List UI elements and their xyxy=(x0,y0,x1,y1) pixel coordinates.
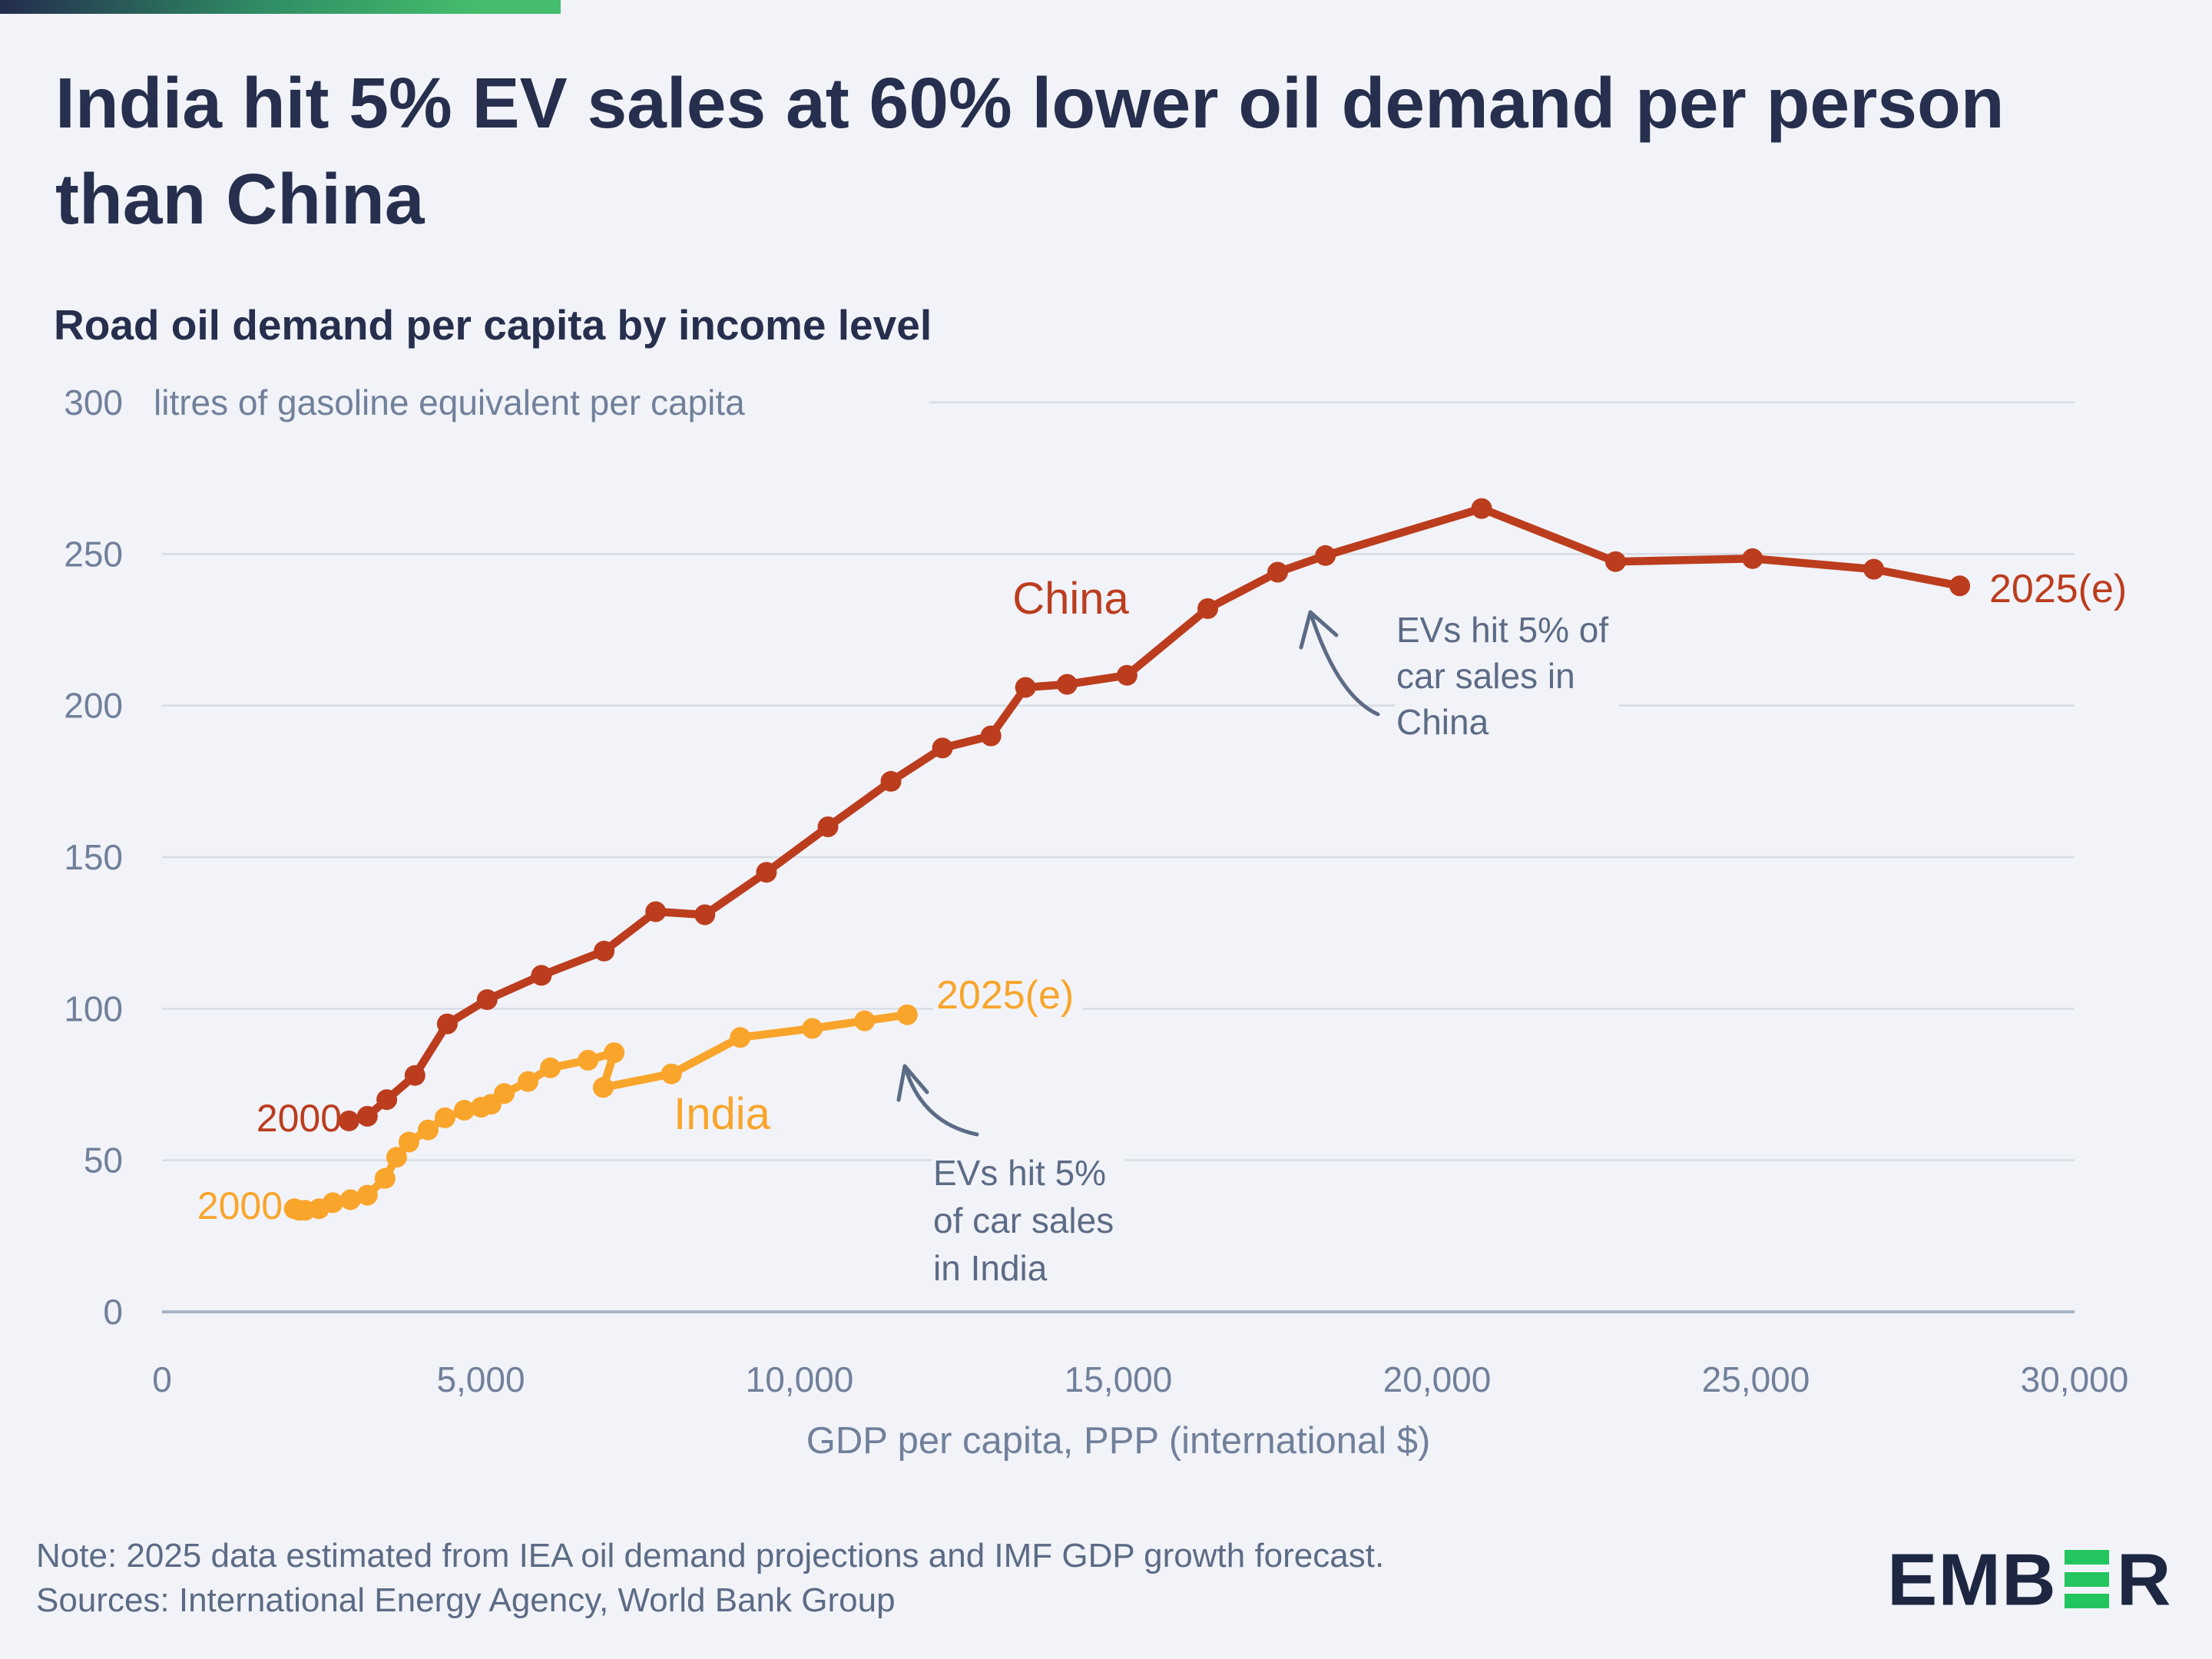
point-china xyxy=(1949,575,1971,597)
x-tick-label-20000: 20,000 xyxy=(1383,1359,1492,1399)
point-china xyxy=(932,737,953,759)
india-annotation-arrow xyxy=(896,1064,979,1137)
point-china xyxy=(756,862,777,883)
point-china xyxy=(436,1013,458,1035)
point-india xyxy=(730,1027,751,1048)
point-china xyxy=(1056,674,1078,695)
ember-logo-text-r: R xyxy=(2116,1538,2172,1621)
arrow-layer xyxy=(896,610,1380,1137)
point-india xyxy=(374,1167,396,1189)
point-india xyxy=(398,1131,419,1153)
y-tick-label-150: 150 xyxy=(64,837,123,877)
annotation-evs-5pct-china: EVs hit 5% of car sales in China xyxy=(1395,604,1620,750)
y-axis-unit-label: litres of gasoline equivalent per capita xyxy=(154,382,745,422)
point-china xyxy=(1315,545,1336,566)
point-india xyxy=(802,1018,823,1039)
point-india xyxy=(540,1057,561,1078)
point-china xyxy=(1197,598,1218,619)
y-tick-label-0: 0 xyxy=(103,1292,123,1332)
point-india xyxy=(578,1049,599,1071)
x-tick-label-25000: 25,000 xyxy=(1702,1359,1810,1399)
point-china xyxy=(1863,558,1885,580)
page-title: India hit 5% EV sales at 60% lower oil d… xyxy=(55,63,2005,239)
point-china xyxy=(817,816,839,837)
point-china xyxy=(338,1110,359,1131)
point-india xyxy=(417,1119,439,1141)
point-india xyxy=(592,1077,614,1098)
y-tick-label-100: 100 xyxy=(64,988,123,1028)
point-china xyxy=(645,901,667,922)
point-china xyxy=(1604,551,1626,572)
x-tick-label-5000: 5,000 xyxy=(436,1359,525,1399)
point-china xyxy=(594,940,615,962)
point-china xyxy=(356,1105,378,1127)
point-india xyxy=(356,1184,378,1206)
series-label-india: India xyxy=(674,1089,770,1139)
ember-logo-green-e-icon xyxy=(2064,1550,2109,1608)
point-china xyxy=(376,1089,398,1111)
india-start-year-label: 2000 xyxy=(197,1184,283,1227)
point-china xyxy=(1015,677,1036,698)
point-india xyxy=(604,1042,625,1064)
point-china xyxy=(1267,561,1288,583)
point-china xyxy=(476,989,498,1010)
y-tick-label-300: 300 xyxy=(64,382,123,422)
ember-logo: EMB R xyxy=(1887,1538,2172,1621)
point-india xyxy=(339,1189,361,1210)
series-layer xyxy=(283,498,1971,1221)
point-china xyxy=(980,725,1002,747)
line-china xyxy=(345,504,1964,1125)
point-india xyxy=(896,1004,918,1025)
x-axis-title: GDP per capita, PPP (international $) xyxy=(806,1420,1431,1462)
y-tick-label-250: 250 xyxy=(64,534,123,574)
point-china xyxy=(1742,548,1763,569)
header-gradient-bar xyxy=(0,0,561,14)
point-china xyxy=(404,1065,426,1086)
china-end-year-label: 2025(e) xyxy=(1989,567,2128,611)
x-tick-label-30000: 30,000 xyxy=(2021,1359,2129,1399)
point-india xyxy=(661,1063,682,1084)
point-china xyxy=(694,904,716,926)
point-china xyxy=(1116,664,1137,686)
point-india xyxy=(322,1192,343,1214)
series-label-china: China xyxy=(1012,574,1129,624)
point-india xyxy=(434,1107,455,1128)
x-tick-label-10000: 10,000 xyxy=(746,1359,854,1399)
point-china xyxy=(1471,498,1492,519)
point-india xyxy=(854,1010,876,1031)
ember-logo-text-emb: EMB xyxy=(1887,1538,2057,1621)
point-india xyxy=(386,1147,407,1168)
x-tick-label-0: 0 xyxy=(152,1359,172,1399)
page-subtitle: Road oil demand per capita by income lev… xyxy=(54,301,932,349)
y-tick-label-200: 200 xyxy=(64,686,123,726)
india-end-year-label: 2025(e) xyxy=(933,972,1084,1018)
point-china xyxy=(531,965,552,986)
china-start-year-label: 2000 xyxy=(256,1097,342,1140)
china-annotation-arrow xyxy=(1299,610,1380,717)
point-china xyxy=(880,770,902,792)
source-note: Note: 2025 data estimated from IEA oil d… xyxy=(36,1537,1385,1620)
grid-layer: 0 50 100 150 200 250 300 0 5,000 10,000 15,000 20,0… xyxy=(64,382,2128,1399)
annotation-evs-5pct-india: EVs hit 5% of car sales in India xyxy=(932,1146,1125,1296)
x-tick-label-15000: 15,000 xyxy=(1065,1359,1173,1399)
y-tick-label-50: 50 xyxy=(84,1141,123,1181)
point-india xyxy=(518,1071,539,1092)
point-india xyxy=(454,1100,475,1121)
point-india xyxy=(494,1083,515,1104)
